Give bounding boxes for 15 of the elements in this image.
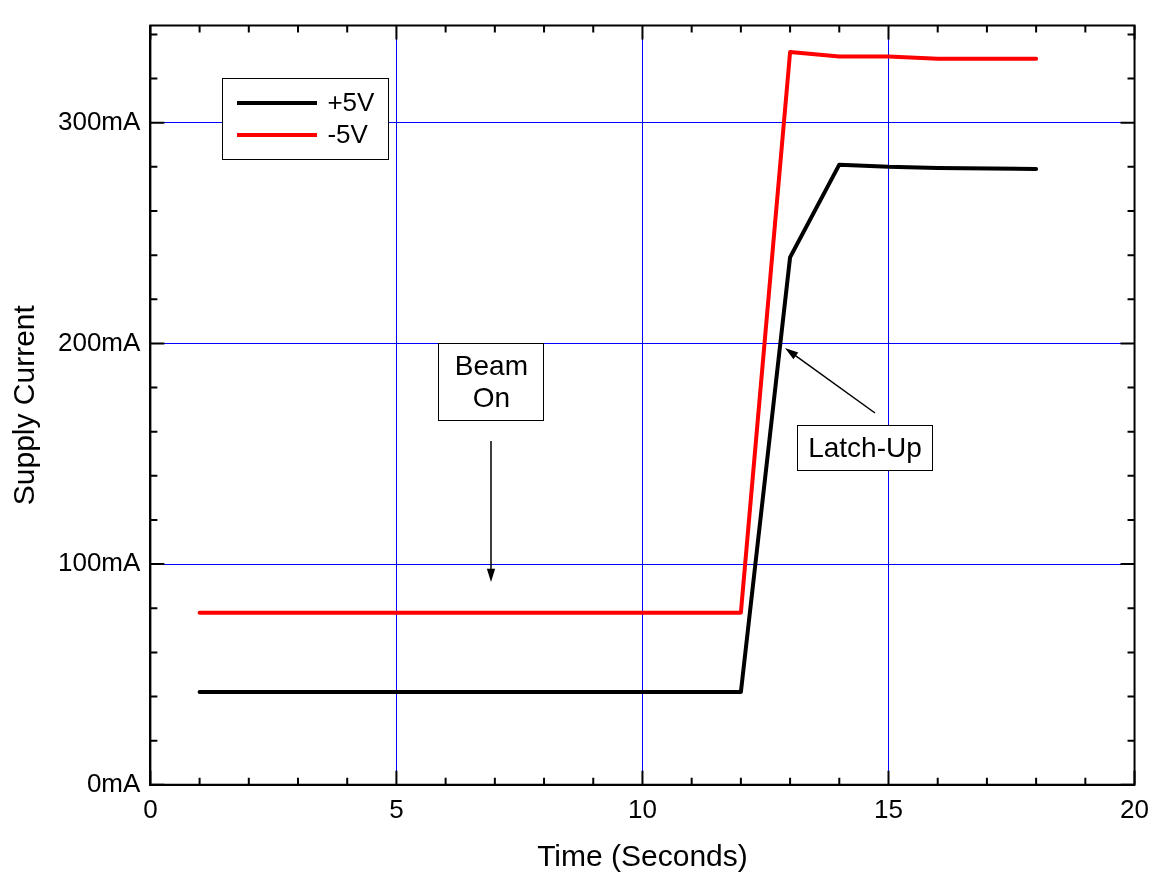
annotation: Latch-Up bbox=[797, 424, 933, 471]
y-tick-label: 300mA bbox=[57, 105, 142, 136]
y-tick-label: 0mA bbox=[86, 767, 142, 798]
x-axis-title: Time (Seconds) bbox=[537, 839, 748, 873]
x-tick-label: 15 bbox=[874, 793, 903, 824]
x-tick-label: 10 bbox=[628, 793, 657, 824]
x-tick-label: 5 bbox=[389, 793, 404, 824]
y-tick-label: 100mA bbox=[57, 547, 142, 578]
legend-label: -5V bbox=[327, 119, 368, 151]
x-tick-label: 0 bbox=[143, 793, 158, 824]
legend-label: +5V bbox=[327, 87, 375, 119]
y-tick-label: 200mA bbox=[57, 326, 142, 357]
y-axis-title: Supply Current bbox=[7, 304, 41, 506]
annotation: Beam On bbox=[438, 343, 545, 422]
x-tick-label: 20 bbox=[1120, 793, 1149, 824]
